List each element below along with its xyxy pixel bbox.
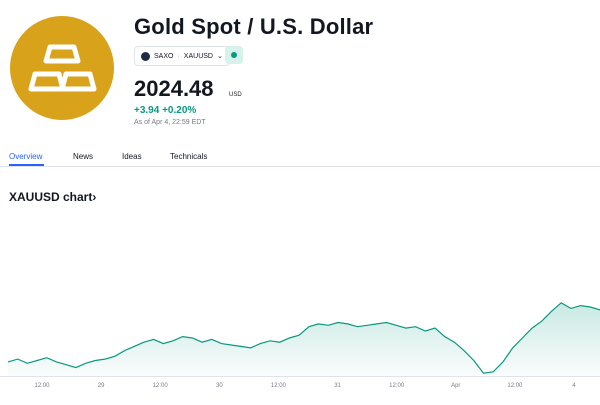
x-tick-label: Apr — [451, 383, 460, 389]
x-tick-label: 12:00 — [34, 383, 50, 389]
x-tick-label: 12:00 — [153, 383, 169, 389]
x-tick-label: 29 — [98, 383, 105, 389]
price-change: +3.94 +0.20% — [134, 105, 197, 116]
exchange-icon — [141, 51, 150, 61]
market-status-badge[interactable] — [225, 46, 243, 64]
price-chart[interactable]: 12:00 29 12:00 30 12:00 31 12:00 Apr 12:00 4 — [0, 210, 600, 400]
gold-bars-icon — [28, 44, 97, 92]
market-open-icon — [231, 52, 237, 58]
page-title: Gold Spot / U.S. Dollar — [134, 14, 374, 39]
tab-overview[interactable]: Overview — [9, 152, 43, 161]
chart-heading-link[interactable]: XAUUSD chart› — [9, 190, 96, 204]
price-timestamp: As of Apr 4, 22:59 EDT — [134, 119, 206, 126]
active-tab-indicator — [9, 164, 44, 166]
chevron-right-icon: › — [92, 190, 97, 204]
tab-bar: Overview News Ideas Technicals — [0, 148, 600, 167]
x-tick-label: 12:00 — [389, 383, 405, 389]
tab-technicals[interactable]: Technicals — [170, 152, 208, 161]
exchange-label: SAXO — [154, 52, 174, 60]
chart-heading-label: XAUUSD chart — [9, 190, 93, 204]
gold-logo — [10, 16, 114, 120]
price-value: 2024.48 — [134, 76, 214, 101]
tab-news[interactable]: News — [73, 152, 94, 161]
price-area-fill — [8, 302, 600, 376]
price-line — [7, 302, 600, 374]
x-tick-label: 31 — [334, 383, 341, 389]
price-currency: USD — [229, 92, 242, 98]
chevron-down-icon: ⌄ — [216, 53, 223, 60]
price-chart-svg: 12:00 29 12:00 30 12:00 31 12:00 Apr 12:00 4 — [0, 302, 600, 389]
ticker-label: XAUUSD — [183, 52, 213, 60]
x-tick-label: 30 — [216, 383, 223, 389]
x-tick-label: 4 — [572, 383, 576, 389]
tab-ideas[interactable]: Ideas — [122, 152, 142, 161]
x-tick-label: 12:00 — [271, 383, 287, 389]
x-tick-label: 12:00 — [507, 383, 523, 389]
symbol-selector[interactable]: SAXO · XAUUSD ⌄ — [134, 46, 230, 66]
separator-dot: · — [177, 52, 180, 60]
